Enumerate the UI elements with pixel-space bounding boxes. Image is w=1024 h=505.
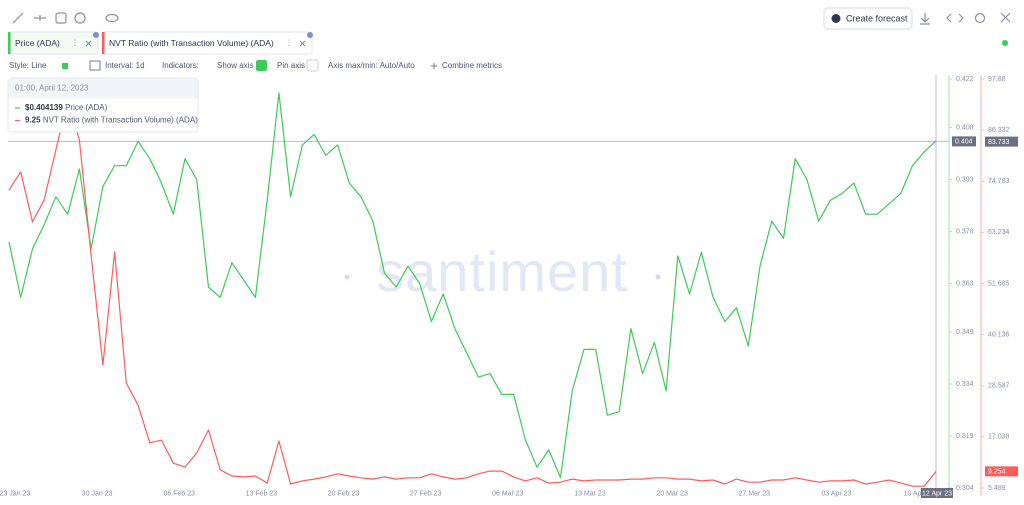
tooltip-row: $0.404139 Price (ADA) bbox=[25, 103, 108, 112]
y-tick-label: 0.334 bbox=[956, 381, 974, 388]
tooltip-value: 9.25 bbox=[25, 116, 41, 125]
y-tick-label: 0.393 bbox=[956, 176, 974, 183]
settings-bar: Style: Line Interval: 1d Indicators: Sho… bbox=[9, 59, 502, 72]
x-tick-label: 03 Apr 23 bbox=[821, 490, 851, 497]
tab-badge bbox=[307, 32, 313, 38]
last-value-label: 9.254 bbox=[988, 469, 1006, 476]
crosshair-y-tag bbox=[952, 136, 976, 147]
color-swatch[interactable] bbox=[62, 63, 68, 69]
y2-tick-label: 63.234 bbox=[988, 229, 1010, 236]
x-tick-label: 20 Feb 23 bbox=[328, 490, 360, 497]
watermark-dot bbox=[344, 274, 350, 280]
toolbar-icons: Create forecast bbox=[12, 7, 1011, 46]
y-tick-label: 0.319 bbox=[956, 433, 974, 440]
close-icon[interactable] bbox=[1000, 12, 1011, 23]
metric-tab-label[interactable]: NVT Ratio (with Transaction Volume) (ADA… bbox=[109, 38, 274, 48]
forecast-icon bbox=[831, 14, 841, 23]
last-value-tag bbox=[985, 466, 1018, 477]
y-tick-label: 0.378 bbox=[956, 228, 974, 235]
x-tick-label: 13 Feb 23 bbox=[246, 490, 278, 497]
tooltip-header bbox=[8, 78, 198, 99]
emoji-icon[interactable] bbox=[74, 12, 86, 24]
y-tick-label: 0.349 bbox=[956, 329, 974, 336]
axis-maxmin-setting[interactable]: Axis max/min: Auto/Auto bbox=[328, 61, 415, 70]
y-tick-label: 0.304 bbox=[956, 485, 974, 492]
tab-close[interactable] bbox=[85, 40, 92, 47]
tab-menu: ⋮ bbox=[71, 39, 79, 48]
crosshair-y-label: 0.404 bbox=[955, 139, 973, 146]
embed-icon[interactable] bbox=[946, 13, 964, 23]
y2-tick-label: 5.489 bbox=[988, 485, 1006, 492]
x-tick-label: 27 Feb 23 bbox=[410, 490, 442, 497]
crosshair-y2-label: 83.733 bbox=[988, 139, 1010, 146]
x-tick-label: 27 Mar 23 bbox=[738, 490, 770, 497]
visibility-icon[interactable] bbox=[105, 13, 119, 23]
y-tick-label: 0.422 bbox=[956, 76, 974, 83]
watermark: santiment bbox=[376, 240, 628, 303]
metric-tab-label[interactable]: Price (ADA) bbox=[15, 38, 60, 48]
y2-tick-label: 17.038 bbox=[988, 434, 1010, 441]
plus-icon bbox=[431, 63, 437, 69]
pin-axis-checkbox[interactable] bbox=[306, 59, 319, 72]
create-forecast-label: Create forecast bbox=[846, 13, 908, 23]
y2-tick-label: 74.783 bbox=[988, 178, 1010, 185]
tooltip-row: 9.25 NVT Ratio (with Transaction Volume)… bbox=[25, 116, 198, 125]
calendar-icon bbox=[89, 60, 101, 71]
x-tick-label: 06 Mar 23 bbox=[492, 490, 524, 497]
metric-tab-color bbox=[8, 32, 11, 54]
metric-tab-color bbox=[102, 32, 105, 54]
x-tick-label: 13 Mar 23 bbox=[574, 490, 606, 497]
tooltip-value: $0.404139 bbox=[25, 103, 63, 112]
create-forecast-button[interactable] bbox=[823, 7, 913, 30]
tab-badge bbox=[93, 32, 99, 38]
y-tick-label: 0.363 bbox=[956, 280, 974, 287]
x-tick-label: 10 Apr 23 bbox=[904, 490, 934, 497]
tab-menu: ⋮ bbox=[285, 39, 293, 48]
y2-tick-label: 97.88 bbox=[988, 76, 1006, 83]
x-tick-label: 20 Mar 23 bbox=[656, 490, 688, 497]
ray-icon[interactable] bbox=[34, 15, 46, 21]
status-dot bbox=[1002, 40, 1008, 46]
show-axis-label: Show axis bbox=[217, 61, 253, 70]
combine-metrics[interactable]: Combine metrics bbox=[442, 61, 502, 70]
x-tick-label: 06 Feb 23 bbox=[164, 490, 196, 497]
tooltip-name: Price (ADA) bbox=[65, 103, 108, 112]
download-icon[interactable] bbox=[920, 13, 930, 25]
x-tick-label: 12 Apr 23 bbox=[922, 490, 952, 497]
settings-icon[interactable] bbox=[974, 12, 986, 24]
x-tick-label: 30 Jan 23 bbox=[82, 490, 113, 497]
style-setting[interactable]: Style: Line bbox=[9, 61, 47, 70]
tab-close[interactable] bbox=[299, 40, 306, 47]
y-tick-label: 0.408 bbox=[956, 124, 974, 131]
draw-line-icon[interactable] bbox=[12, 12, 24, 24]
note-icon[interactable] bbox=[55, 12, 67, 24]
y2-tick-label: 40.136 bbox=[988, 331, 1010, 338]
y2-tick-label: 86.332 bbox=[988, 127, 1010, 134]
x-tick-label: 23 Jan 23 bbox=[0, 490, 30, 497]
y2-tick-label: 51.685 bbox=[988, 280, 1010, 287]
watermark-dot bbox=[655, 274, 661, 280]
interval-setting[interactable]: Interval: 1d bbox=[105, 61, 145, 70]
indicators-setting[interactable]: Indicators: bbox=[162, 61, 199, 70]
show-axis-checkbox[interactable] bbox=[256, 60, 267, 71]
x-tick-highlight bbox=[921, 488, 953, 498]
y2-tick-label: 28.587 bbox=[988, 383, 1010, 390]
tooltip-name: NVT Ratio (with Transaction Volume) (ADA… bbox=[43, 116, 198, 125]
crosshair-y2-tag bbox=[985, 136, 1018, 147]
pin-axis-label: Pin axis bbox=[277, 61, 305, 70]
tooltip-date: 01:00, April 12, 2023 bbox=[15, 84, 89, 93]
series-line bbox=[8, 92, 937, 479]
series-line bbox=[8, 99, 937, 487]
